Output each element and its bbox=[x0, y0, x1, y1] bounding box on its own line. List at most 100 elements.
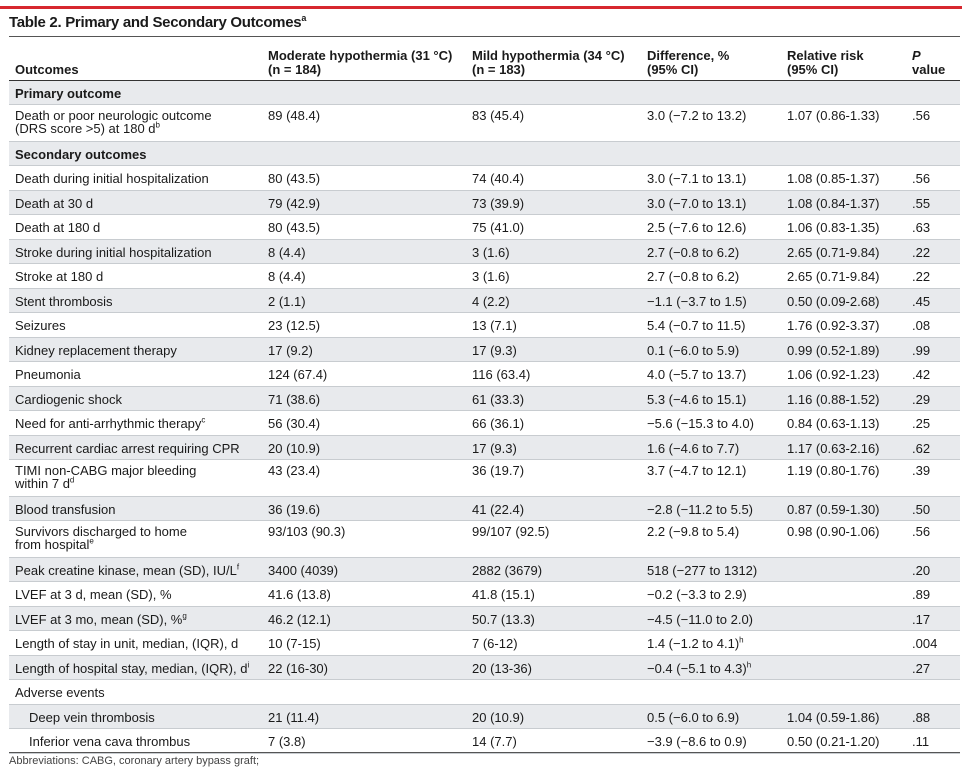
difference-text: 4.0 (−5.7 to 13.7) bbox=[647, 367, 747, 382]
table-row: Death at 30 d 79 (42.9) 73 (39.9) 3.0 (−7.0… bbox=[9, 190, 960, 215]
outcome-cell: Kidney replacement therapy bbox=[9, 337, 262, 362]
mild-value: 83 (45.4) bbox=[466, 104, 641, 142]
p-value: .89 bbox=[906, 581, 960, 607]
title-accent-bar bbox=[0, 6, 962, 9]
moderate-value: 93/103 (90.3) bbox=[262, 520, 466, 558]
moderate-value: 20 (10.9) bbox=[262, 435, 466, 460]
difference-value: 4.0 (−5.7 to 13.7) bbox=[641, 361, 781, 387]
mild-value: 41.8 (15.1) bbox=[466, 581, 641, 607]
mild-value: 7 (6-12) bbox=[466, 630, 641, 656]
outcome-cell: Inferior vena cava thrombus bbox=[9, 728, 262, 754]
difference-text: 0.5 (−6.0 to 6.9) bbox=[647, 709, 740, 725]
relative-risk-value: 2.65 (0.71-9.84) bbox=[781, 263, 906, 289]
difference-text: 0.1 (−6.0 to 5.9) bbox=[647, 342, 740, 358]
moderate-value: 22 (16-30) bbox=[262, 655, 466, 680]
moderate-value: 2 (1.1) bbox=[262, 288, 466, 313]
p-value: .29 bbox=[906, 386, 960, 411]
difference-value: −1.1 (−3.7 to 1.5) bbox=[641, 288, 781, 313]
moderate-value: 41.6 (13.8) bbox=[262, 581, 466, 607]
outcome-label: Survivors discharged to home bbox=[15, 524, 187, 539]
relative-risk-value bbox=[781, 606, 906, 631]
outcome-cell: Pneumonia bbox=[9, 361, 262, 387]
relative-risk-value: 1.76 (0.92-3.37) bbox=[781, 312, 906, 338]
difference-value: 3.0 (−7.2 to 13.2) bbox=[641, 104, 781, 142]
moderate-value: 8 (4.4) bbox=[262, 263, 466, 289]
moderate-value: 80 (43.5) bbox=[262, 214, 466, 240]
difference-text: −4.5 (−11.0 to 2.0) bbox=[647, 611, 753, 627]
section-row-adverse: Adverse events bbox=[9, 679, 960, 705]
difference-value: 2.5 (−7.6 to 12.6) bbox=[641, 214, 781, 240]
moderate-value: 124 (67.4) bbox=[262, 361, 466, 387]
moderate-value: 23 (12.5) bbox=[262, 312, 466, 338]
p-value: .56 bbox=[906, 104, 960, 142]
title-rule bbox=[9, 36, 960, 37]
moderate-value: 8 (4.4) bbox=[262, 239, 466, 264]
difference-text: −3.9 (−8.6 to 0.9) bbox=[647, 734, 747, 749]
difference-text: 518 (−277 to 1312) bbox=[647, 562, 758, 578]
outcome-cell: Survivors discharged to home from hospita… bbox=[9, 520, 262, 558]
difference-text: 3.0 (−7.0 to 13.1) bbox=[647, 195, 747, 211]
outcome-label: Death at 180 d bbox=[15, 220, 101, 235]
table-row: Stroke at 180 d 8 (4.4) 3 (1.6) 2.7 (−0.8 t… bbox=[9, 263, 960, 289]
outcome-label: Recurrent cardiac arrest requiring CPR bbox=[15, 440, 240, 456]
outcome-cell: Death at 180 d bbox=[9, 214, 262, 240]
difference-text: 5.3 (−4.6 to 15.1) bbox=[647, 391, 747, 407]
relative-risk-value bbox=[781, 581, 906, 607]
p-value: .63 bbox=[906, 214, 960, 240]
relative-risk-value: 0.84 (0.63-1.13) bbox=[781, 410, 906, 436]
p-value: .22 bbox=[906, 239, 960, 264]
p-value: .27 bbox=[906, 655, 960, 680]
mild-value: 4 (2.2) bbox=[466, 288, 641, 313]
moderate-value: 71 (38.6) bbox=[262, 386, 466, 411]
difference-value: 5.4 (−0.7 to 11.5) bbox=[641, 312, 781, 338]
moderate-value: 80 (43.5) bbox=[262, 165, 466, 191]
p-value: .45 bbox=[906, 288, 960, 313]
table-row: Recurrent cardiac arrest requiring CPR 20… bbox=[9, 435, 960, 460]
difference-value: 0.5 (−6.0 to 6.9) bbox=[641, 704, 781, 729]
footnote-marker: c bbox=[201, 415, 206, 425]
outcome-cell: Death or poor neurologic outcome (DRS sco… bbox=[9, 104, 262, 142]
outcome-cell: Death at 30 d bbox=[9, 190, 262, 215]
difference-text: −0.4 (−5.1 to 4.3) bbox=[647, 660, 747, 676]
outcome-label: Death at 30 d bbox=[15, 195, 94, 211]
mild-value: 99/107 (92.5) bbox=[466, 520, 641, 558]
outcome-label-line2: within 7 d bbox=[15, 476, 70, 491]
outcome-label: Blood transfusion bbox=[15, 501, 116, 517]
p-value: .11 bbox=[906, 728, 960, 754]
moderate-value: 43 (23.4) bbox=[262, 459, 466, 497]
difference-value: 3.0 (−7.0 to 13.1) bbox=[641, 190, 781, 215]
mild-value: 17 (9.3) bbox=[466, 337, 641, 362]
footnote-marker: d bbox=[69, 475, 75, 485]
p-value: .56 bbox=[906, 165, 960, 191]
outcome-label-line2: from hospital bbox=[15, 537, 90, 552]
footnote-marker: i bbox=[247, 660, 250, 670]
outcome-label: Deep vein thrombosis bbox=[29, 709, 155, 725]
header-relative-risk: Relative risk (95% CI) bbox=[781, 39, 906, 81]
footnote-marker: e bbox=[89, 536, 94, 546]
table-row: Blood transfusion 36 (19.6) 41 (22.4) −2.8 … bbox=[9, 496, 960, 521]
footnote-marker: h bbox=[746, 660, 752, 670]
outcome-cell: Cardiogenic shock bbox=[9, 386, 262, 411]
mild-value: 73 (39.9) bbox=[466, 190, 641, 215]
table-row: Stroke during initial hospitalization 8 (… bbox=[9, 239, 960, 264]
footnote-marker: g bbox=[182, 611, 187, 621]
outcome-label: Peak creatine kinase, mean (SD), IU/L bbox=[15, 562, 237, 578]
mild-value: 3 (1.6) bbox=[466, 239, 641, 264]
moderate-value: 46.2 (12.1) bbox=[262, 606, 466, 631]
mild-value: 20 (13-36) bbox=[466, 655, 641, 680]
mild-value: 61 (33.3) bbox=[466, 386, 641, 411]
outcome-label: Length of hospital stay, median, (IQR), … bbox=[15, 660, 248, 676]
p-value: .22 bbox=[906, 263, 960, 289]
table-row: Seizures 23 (12.5) 13 (7.1) 5.4 (−0.7 to 11… bbox=[9, 312, 960, 338]
outcome-label: LVEF at 3 d, mean (SD), % bbox=[15, 587, 172, 602]
outcome-label: Stroke at 180 d bbox=[15, 269, 104, 284]
relative-risk-value: 2.65 (0.71-9.84) bbox=[781, 239, 906, 264]
mild-value: 3 (1.6) bbox=[466, 263, 641, 289]
mild-value: 41 (22.4) bbox=[466, 496, 641, 521]
table-bottom-rule bbox=[9, 752, 960, 753]
outcome-cell: Peak creatine kinase, mean (SD), IU/Lf bbox=[9, 557, 262, 582]
header-mild: Mild hypothermia (34 °C) (n = 183) bbox=[466, 39, 641, 81]
difference-value: −0.2 (−3.3 to 2.9) bbox=[641, 581, 781, 607]
p-value: .88 bbox=[906, 704, 960, 729]
relative-risk-value: 0.50 (0.21-1.20) bbox=[781, 728, 906, 754]
